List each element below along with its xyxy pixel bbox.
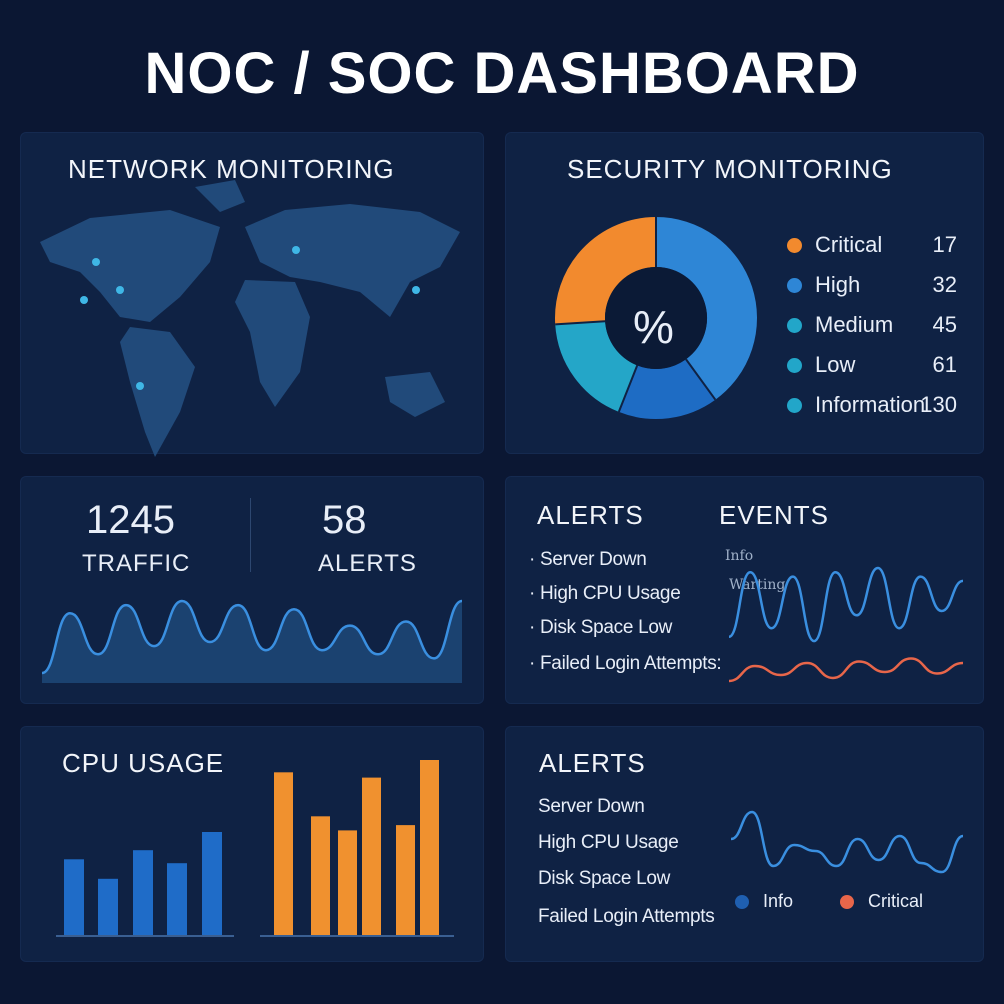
- traffic-value: 1245: [86, 498, 175, 542]
- map-node: [292, 246, 300, 254]
- donut-slice-separator: [685, 358, 717, 401]
- legend-label: High: [815, 272, 861, 297]
- cpu-bar-orange: [420, 760, 439, 936]
- traffic-area-fill: [42, 601, 462, 683]
- traffic-area-line: [41, 599, 463, 675]
- cpu-bar-blue: [202, 832, 222, 936]
- alert-item: Failed Login Attempts:: [540, 653, 722, 674]
- traffic-panel: 1245 TRAFFIC 58 ALERTS: [20, 476, 484, 704]
- map-node: [412, 286, 420, 294]
- cpu-bar-orange: [396, 825, 415, 936]
- donut-slice: [555, 320, 639, 412]
- legend-value: 130: [920, 392, 957, 417]
- legend-label: Medium: [815, 312, 894, 337]
- donut-slice: [618, 358, 716, 419]
- cpu-usage-title: CPU USAGE: [62, 748, 225, 778]
- events-chart-label-info: Info: [725, 548, 754, 564]
- alerts-summary-line: [730, 810, 964, 874]
- events-line-chart: [728, 566, 964, 683]
- traffic-area-chart: [41, 599, 463, 683]
- legend-dot-icon: [787, 318, 802, 333]
- legend-dot-icon: [735, 895, 749, 909]
- map-node: [80, 296, 88, 304]
- cpu-bar-blue: [133, 850, 153, 936]
- map-node: [92, 258, 100, 266]
- traffic-label: TRAFFIC: [82, 550, 191, 577]
- cpu-bar-blue: [64, 859, 84, 936]
- alerts-summary-title: ALERTS: [539, 748, 646, 778]
- dashboard-title: NOC / SOC DASHBOARD: [144, 41, 860, 106]
- cpu-bar-orange: [311, 816, 330, 936]
- legend-label: Information: [815, 392, 926, 417]
- alert-bullet-icon: ·: [529, 583, 536, 604]
- info-events-line: [728, 566, 964, 643]
- donut-slice: [654, 217, 757, 400]
- cpu-bar-blue: [167, 863, 187, 936]
- alerts-count-value: 58: [322, 498, 367, 542]
- alerts-title: ALERTS: [537, 500, 644, 530]
- alerts-summary-panel: ALERTS Server Down High CPU Usage Disk Spa…: [505, 726, 984, 962]
- alerts-count-label: ALERTS: [318, 550, 417, 577]
- legend-value: 17: [932, 232, 957, 257]
- stat-divider: [250, 498, 251, 572]
- donut-slice: [555, 217, 658, 325]
- map-node: [116, 286, 124, 294]
- warning-events-line: [728, 657, 964, 683]
- cpu-bar-blue: [98, 878, 118, 936]
- cpu-bar-orange: [362, 777, 381, 936]
- legend-dot-icon: [787, 358, 802, 373]
- legend-value: 32: [932, 272, 957, 297]
- world-map: [40, 180, 460, 457]
- severity-donut-chart: [555, 217, 757, 419]
- legend-dot-icon: [840, 895, 854, 909]
- cpu-bar-chart: [56, 760, 454, 937]
- legend-value: 61: [932, 352, 957, 377]
- alert-summary-item: Disk Space Low: [538, 868, 671, 889]
- legend-label: Info: [763, 891, 794, 911]
- alert-item: Server Down: [540, 549, 647, 570]
- alert-item: High CPU Usage: [540, 583, 681, 604]
- alert-bullet-icon: ·: [529, 653, 536, 674]
- alert-summary-item: Server Down: [538, 796, 645, 817]
- cpu-bar-orange: [274, 772, 293, 936]
- legend-dot-icon: [787, 278, 802, 293]
- alert-bullet-icon: ·: [529, 549, 536, 570]
- network-monitoring-panel: NETWORK MONITORING: [20, 132, 484, 457]
- alert-item: Disk Space Low: [540, 617, 673, 638]
- alerts-events-panel: ALERTS EVENTS · Server Down · High CPU Usag…: [505, 476, 984, 704]
- legend-label: Low: [815, 352, 856, 377]
- legend-label: Critical: [815, 232, 883, 257]
- donut-slice-separator: [617, 365, 639, 413]
- legend-value: 45: [932, 312, 957, 337]
- network-monitoring-title: NETWORK MONITORING: [68, 154, 395, 184]
- donut-hole: [605, 267, 707, 369]
- legend-dot-icon: [787, 238, 802, 253]
- map-node: [136, 382, 144, 390]
- security-monitoring-title: SECURITY MONITORING: [567, 154, 893, 184]
- events-title: EVENTS: [719, 500, 830, 530]
- security-monitoring-panel: SECURITY MONITORING % Critical 17 High 32 Me…: [505, 132, 984, 454]
- cpu-bar-orange: [338, 830, 357, 936]
- alert-bullet-icon: ·: [529, 617, 536, 638]
- donut-slice-separator: [555, 320, 606, 326]
- alert-summary-item: Failed Login Attempts: [538, 906, 715, 927]
- donut-center-label: %: [633, 301, 674, 353]
- alerts-summary-line-chart: [730, 810, 964, 874]
- cpu-usage-panel: CPU USAGE: [20, 726, 484, 962]
- alert-summary-item: High CPU Usage: [538, 832, 679, 853]
- legend-dot-icon: [787, 398, 802, 413]
- legend-label: Critical: [868, 891, 924, 911]
